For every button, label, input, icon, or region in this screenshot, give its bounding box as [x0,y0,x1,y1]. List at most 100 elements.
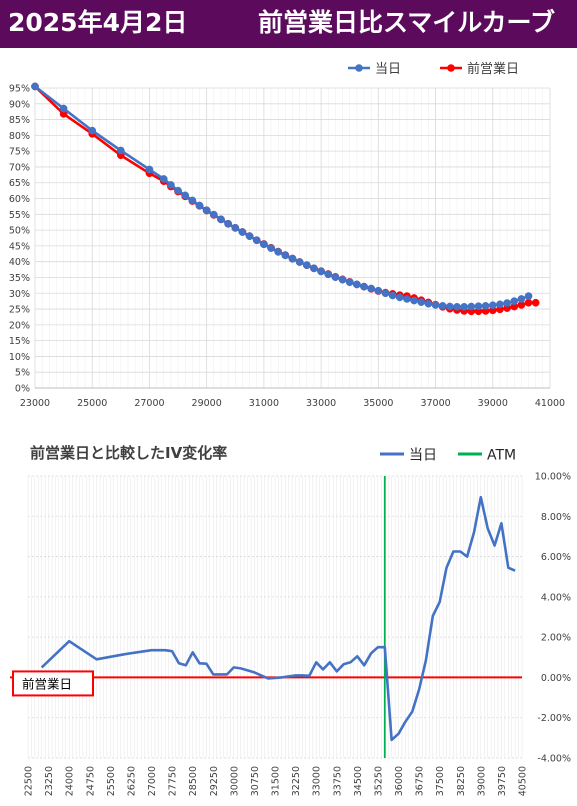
x-tick-label: 29000 [192,398,222,409]
x-tick-label: 41000 [535,398,565,409]
data-point [167,181,174,188]
page-title: 前営業日比スマイルカーブ [258,6,555,40]
x-tick-label: 37500 [435,766,446,796]
data-point [260,241,267,248]
data-point [503,299,510,306]
data-point [375,287,382,294]
data-point [475,303,482,310]
y-tick-label: 35% [9,273,30,284]
data-point [282,252,289,259]
y-tick-label: 45% [9,241,30,252]
legend-swatch-marker [447,64,455,72]
data-point [346,279,353,286]
x-tick-label: 28500 [188,766,199,796]
y-tick-label: 95% [9,84,30,95]
x-tick-label: 40500 [518,766,529,796]
data-point [518,295,525,302]
data-point [403,295,410,302]
data-point [489,302,496,309]
x-tick-label: 25500 [106,766,117,796]
data-point [446,303,453,310]
data-point [461,303,468,310]
data-point [318,268,325,275]
legend-label: 当日 [375,62,401,77]
data-point [325,271,332,278]
data-point [382,290,389,297]
x-tick-label: 30750 [250,766,261,796]
data-point [496,301,503,308]
legend-label: ATM [487,448,516,464]
data-point [146,166,153,173]
data-point [525,299,532,306]
data-point [396,294,403,301]
date-title: 2025年4月2日 [8,6,187,40]
data-point [31,83,38,90]
data-point [225,220,232,227]
data-point [117,147,124,154]
data-point [453,303,460,310]
data-point [203,207,210,214]
data-point [368,285,375,292]
data-point [210,211,217,218]
data-point [89,127,96,134]
x-tick-label: 33000 [312,766,323,796]
data-point [360,283,367,290]
y-tick-label: 6.00% [541,552,571,563]
data-point [182,192,189,199]
data-point [418,299,425,306]
x-tick-label: 27000 [134,398,164,409]
header-bar: 2025年4月2日 前営業日比スマイルカーブ [0,0,577,48]
y-tick-label: -2.00% [537,713,571,724]
y-tick-label: 85% [9,115,30,126]
data-point [217,216,224,223]
y-tick-label: 15% [9,336,30,347]
data-point [189,197,196,204]
data-point [511,298,518,305]
data-point [332,274,339,281]
x-tick-label: 35000 [363,398,393,409]
data-point [482,302,489,309]
smile-curve-panel: 0%5%10%15%20%25%30%35%40%45%50%55%60%65%… [0,48,577,418]
x-tick-label: 37000 [420,398,450,409]
data-point [267,245,274,252]
data-point [303,262,310,269]
x-tick-label: 24000 [65,766,76,796]
y-tick-label: 4.00% [541,592,571,603]
y-tick-label: 0.00% [541,673,571,684]
smile-curve-chart: 0%5%10%15%20%25%30%35%40%45%50%55%60%65%… [0,48,577,418]
y-tick-label: 0% [15,384,30,395]
x-tick-label: 35250 [373,766,384,796]
data-point [353,281,360,288]
data-point [239,228,246,235]
data-point [339,276,346,283]
y-tick-label: 20% [9,320,30,331]
legend-label: 当日 [409,448,437,464]
x-tick-label: 27000 [147,766,158,796]
data-point [310,265,317,272]
data-point [60,105,67,112]
data-point [174,187,181,194]
y-tick-label: 2.00% [541,633,571,644]
data-point [160,175,167,182]
data-point [289,255,296,262]
legend-label: 前営業日 [467,61,519,77]
data-point [196,202,203,209]
y-tick-label: 50% [9,226,30,237]
x-tick-label: 33750 [332,766,343,796]
x-tick-label: 39750 [497,766,508,796]
y-tick-label: 60% [9,194,30,205]
x-tick-label: 30000 [229,766,240,796]
x-tick-label: 31500 [271,766,282,796]
x-tick-label: 36000 [394,766,405,796]
x-tick-label: 34500 [353,766,364,796]
x-tick-label: 38250 [456,766,467,796]
data-point [532,299,539,306]
chart-title: 前営業日と比較したIV変化率 [30,444,227,462]
x-tick-label: 32250 [291,766,302,796]
y-tick-label: 75% [9,147,30,158]
x-tick-label: 39000 [478,398,508,409]
x-tick-label: 23250 [44,766,55,796]
y-tick-label: 80% [9,131,30,142]
x-tick-label: 33000 [306,398,336,409]
x-tick-label: 36750 [415,766,426,796]
